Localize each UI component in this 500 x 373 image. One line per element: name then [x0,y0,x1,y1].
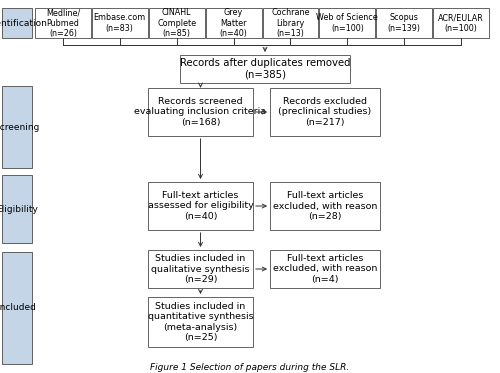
Bar [148,297,253,347]
Bar [2,86,32,168]
Bar [180,55,350,83]
Text: Web of Science
(n=100): Web of Science (n=100) [316,13,378,33]
Bar [148,8,204,38]
Text: Eligibility: Eligibility [0,204,38,213]
Text: ACR/EULAR
(n=100): ACR/EULAR (n=100) [438,13,484,33]
Bar [2,8,32,38]
Text: Embase.com
(n=83): Embase.com (n=83) [94,13,146,33]
Bar [35,8,91,38]
Bar [320,8,375,38]
Text: Figure 1 Selection of papers during the SLR.: Figure 1 Selection of papers during the … [150,363,350,372]
Text: Scopus
(n=139): Scopus (n=139) [388,13,420,33]
Text: Included: Included [0,304,36,313]
Text: Identification: Identification [0,19,47,28]
Bar [148,88,253,136]
Bar [270,250,380,288]
Text: Studies included in
quantitative synthesis
(meta-analysis)
(n=25): Studies included in quantitative synthes… [148,302,254,342]
Text: Studies included in
qualitative synthesis
(n=29): Studies included in qualitative synthesi… [151,254,250,284]
Bar [270,88,380,136]
Bar [433,8,489,38]
Bar [2,175,32,243]
Text: Full-text articles
excluded, with reason
(n=28): Full-text articles excluded, with reason… [273,191,377,221]
Bar [92,8,148,38]
Text: Records after duplicates removed
(n=385): Records after duplicates removed (n=385) [180,58,350,80]
Text: Full-text articles
excluded, with reason
(n=4): Full-text articles excluded, with reason… [273,254,377,284]
Text: Screening: Screening [0,122,40,132]
Bar [148,182,253,230]
Text: Records excluded
(preclinical studies)
(n=217): Records excluded (preclinical studies) (… [278,97,372,127]
Text: Full-text articles
assessed for eligibility
(n=40): Full-text articles assessed for eligibil… [148,191,254,221]
Bar [376,8,432,38]
Text: Cochrane
Library
(n=13): Cochrane Library (n=13) [271,8,310,38]
Bar [148,250,253,288]
Text: Grey
Matter
(n=40): Grey Matter (n=40) [220,8,248,38]
Text: Records screened
evaluating inclusion criteria
(n=168): Records screened evaluating inclusion cr… [134,97,266,127]
Bar [206,8,262,38]
Bar [2,252,32,364]
Bar [270,182,380,230]
Text: CINAHL
Complete
(n=85): CINAHL Complete (n=85) [157,8,196,38]
Bar [262,8,318,38]
Text: Medline/
Pubmed
(n=26): Medline/ Pubmed (n=26) [46,8,80,38]
